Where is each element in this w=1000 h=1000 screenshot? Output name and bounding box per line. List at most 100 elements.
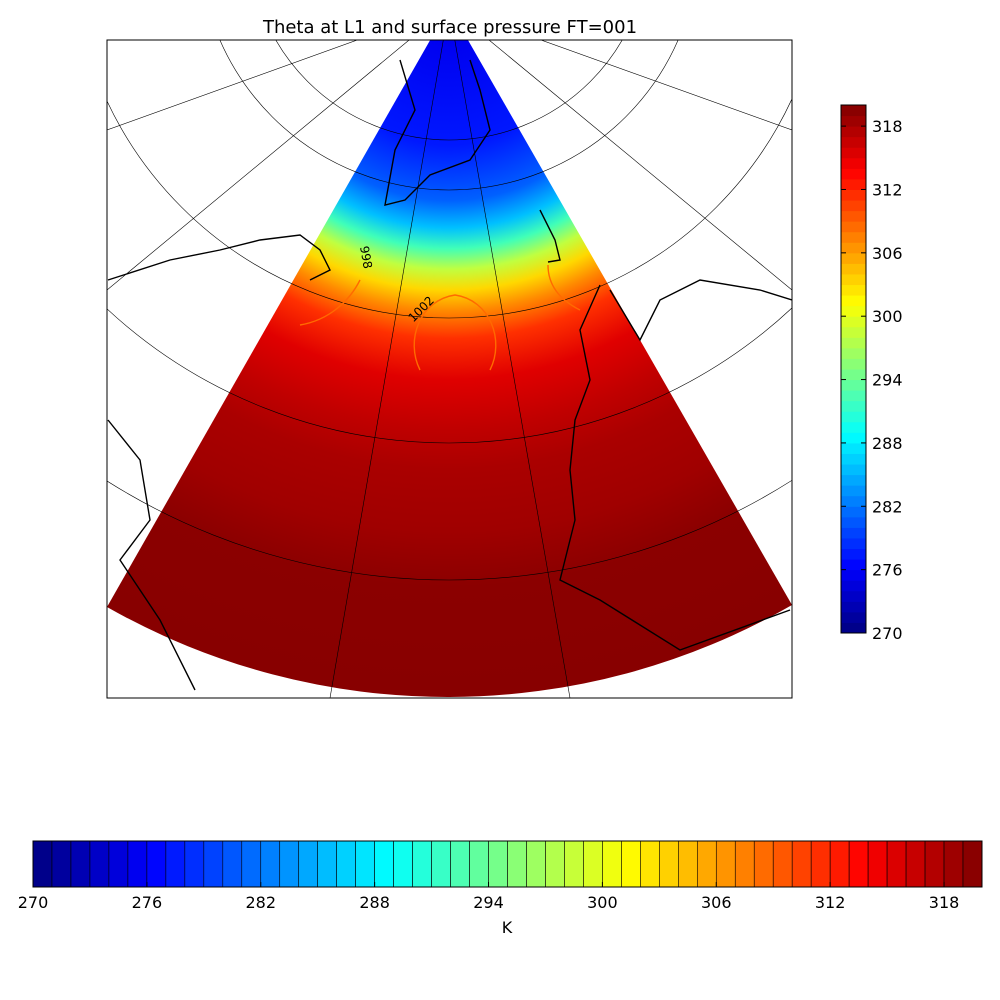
colorbar-segment	[841, 147, 866, 159]
colorbar-segment	[841, 189, 866, 201]
colorbar-segment	[841, 126, 866, 138]
colorbar-segment	[841, 105, 866, 117]
colorbar-tick-label: 294	[473, 893, 504, 912]
colorbar-tick-label: 282	[245, 893, 276, 912]
colorbar-segment	[841, 569, 866, 581]
colorbar-segment	[841, 611, 866, 623]
colorbar-segment	[810, 840, 831, 888]
colorbar-segment	[355, 840, 375, 888]
colorbar-segment	[184, 840, 205, 888]
coastlines	[107, 59, 792, 691]
colorbar-tick-label: 312	[815, 893, 846, 912]
colorbar-segment	[841, 316, 866, 328]
colorbar-segment	[734, 840, 755, 888]
colorbar-segment	[924, 840, 945, 888]
colorbar-segment	[841, 115, 866, 127]
colorbar-outline	[840, 104, 867, 634]
colorbar-segment	[583, 840, 603, 888]
colorbar-segment	[841, 273, 866, 286]
theta-field	[107, 40, 792, 697]
colorbar-segment	[841, 537, 866, 550]
colorbar-segment	[753, 840, 774, 888]
colorbar-segment	[841, 263, 866, 275]
colorbar-segment	[841, 305, 866, 317]
colorbar-segment	[841, 400, 866, 412]
colorbar-label: K	[502, 918, 513, 937]
contour-label: 998	[357, 245, 375, 270]
colorbar-tick-label: 318	[929, 893, 960, 912]
colorbar-segment	[841, 622, 866, 634]
colorbar-segment	[222, 840, 243, 888]
colorbar-segment	[696, 840, 717, 888]
colorbar-segment	[715, 840, 736, 888]
pressure-contours	[299, 264, 581, 371]
colorbar-segment	[841, 168, 866, 180]
colorbar-segment	[412, 840, 432, 888]
colorbar-tick-label: 300	[872, 307, 903, 326]
colorbar-segment	[564, 840, 584, 888]
colorbar-segment	[659, 840, 679, 888]
colorbar-segment	[841, 136, 866, 148]
colorbar-segment	[841, 242, 866, 254]
colorbar-tick-label: 306	[872, 244, 903, 263]
colorbar-segment	[841, 516, 866, 528]
colorbar-segment	[146, 840, 167, 888]
colorbar-right: 270 276 282 288 294 300 306 312 318	[840, 104, 903, 643]
colorbar-segment	[374, 840, 394, 888]
colorbar-tick-label: 288	[872, 434, 903, 453]
colorbar-segment	[962, 840, 983, 888]
colorbar-segment	[841, 326, 866, 338]
colorbar-tick-label: 306	[701, 893, 732, 912]
colorbar-segment	[841, 432, 866, 444]
colorbar-segment	[841, 221, 866, 233]
colorbar-segment	[841, 369, 866, 381]
colorbar-tick-label: 276	[132, 893, 163, 912]
colorbar-segment	[841, 390, 866, 402]
colorbar-segment	[841, 379, 866, 391]
colorbar-segment	[841, 453, 866, 465]
colorbar-segment	[841, 200, 866, 212]
colorbar-segment	[841, 559, 866, 571]
colorbar-segment	[678, 840, 698, 888]
colorbar-segment	[867, 840, 888, 888]
colorbar-segment	[943, 840, 964, 888]
colorbar-segment	[841, 284, 866, 296]
colorbar-segment	[545, 840, 565, 888]
colorbar-segment	[841, 590, 866, 602]
colorbar-segment	[51, 840, 72, 888]
colorbar-segment	[841, 411, 866, 423]
colorbar-segment	[336, 840, 356, 888]
colorbar-segment	[841, 157, 866, 169]
colorbar-segment	[393, 840, 413, 888]
colorbar-segment	[841, 347, 866, 359]
colorbar-segment	[241, 840, 262, 888]
colorbar-segment	[841, 421, 866, 433]
colorbar-segment	[772, 840, 793, 888]
colorbar-segment	[89, 840, 110, 888]
colorbar-segment	[32, 840, 53, 888]
colorbar-tick-label: 288	[359, 893, 390, 912]
colorbar-segment	[905, 840, 926, 888]
colorbar-segment	[841, 527, 866, 539]
colorbar-segment	[317, 840, 337, 888]
colorbar-segment	[431, 840, 451, 888]
colorbar-tick-label: 276	[872, 561, 903, 580]
colorbar-segment	[469, 840, 489, 888]
colorbar-segment	[841, 464, 866, 476]
colorbar-segment	[848, 840, 869, 888]
colorbar-segment	[70, 840, 91, 888]
colorbar-segment	[841, 474, 866, 486]
colorbar-segment	[841, 295, 866, 307]
colorbar-tick-label: 270	[872, 624, 903, 643]
colorbar-tick-label: 300	[587, 893, 618, 912]
colorbar-segment	[488, 840, 508, 888]
colorbar-segment	[791, 840, 812, 888]
colorbar-tick-label: 282	[872, 497, 903, 516]
colorbar-tick-label: 312	[872, 180, 903, 199]
colorbar-segment	[507, 840, 527, 888]
colorbar-segment	[841, 580, 866, 592]
colorbar-tick-label: 318	[872, 117, 903, 136]
colorbar-segment	[841, 252, 866, 264]
colorbar-segment	[203, 840, 224, 888]
